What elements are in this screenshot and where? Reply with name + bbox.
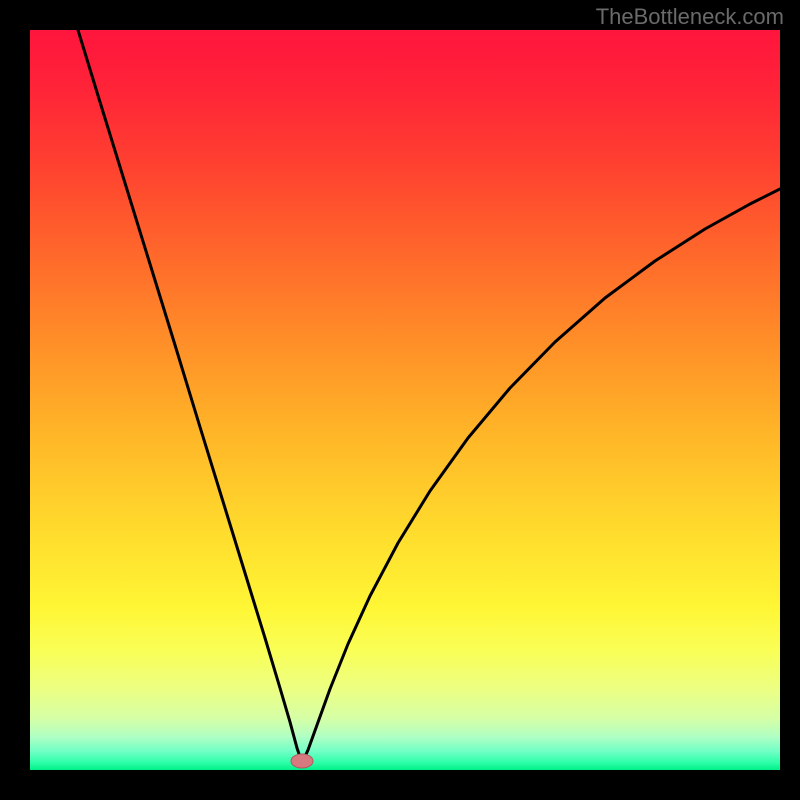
- chart-svg: [30, 30, 780, 770]
- watermark-text: TheBottleneck.com: [596, 4, 784, 30]
- bottleneck-chart: [30, 30, 780, 770]
- chart-background: [30, 30, 780, 770]
- optimal-point-marker: [291, 754, 313, 768]
